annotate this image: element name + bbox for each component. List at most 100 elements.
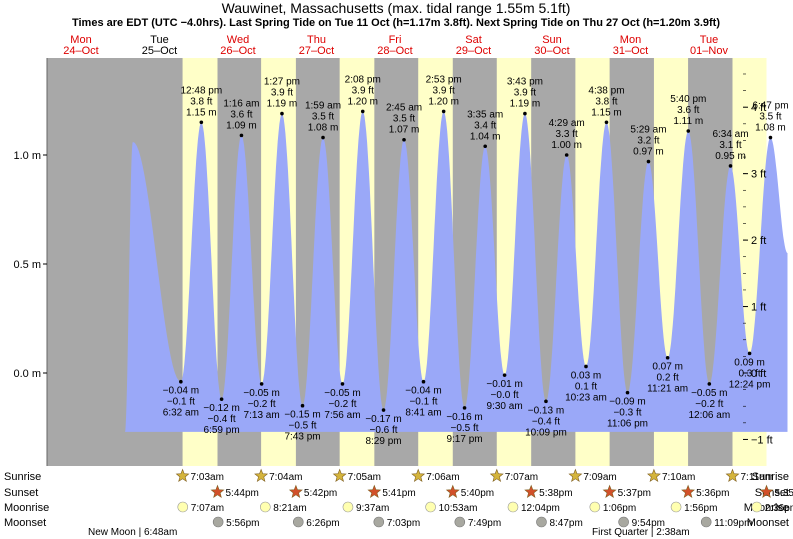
low-tide-point — [300, 403, 305, 408]
high-tide-feet: 3.8 ft — [595, 96, 617, 107]
high-tide-time: 4:29 am — [549, 118, 585, 129]
left-tick-label: 0.5 m — [13, 259, 41, 271]
high-tide-meters: 1.09 m — [226, 120, 257, 131]
high-tide-point — [199, 120, 204, 125]
day-name: Sat — [465, 34, 482, 46]
low-tide-meters: −0.04 m — [163, 386, 199, 397]
moonrise-time: 7:07am — [191, 503, 224, 514]
high-tide-time: 5:29 am — [630, 125, 666, 136]
high-tide-meters: 1.11 m — [673, 116, 703, 127]
day-date: 01–Nov — [690, 45, 728, 57]
moonset-time: 7:03pm — [387, 518, 420, 529]
day-date: 31–Oct — [613, 45, 648, 57]
sunrise-icon — [254, 468, 269, 482]
high-tide-time: 2:45 am — [386, 103, 422, 114]
low-tide-feet: −0.2 ft — [695, 399, 723, 410]
low-tide-time: 8:29 pm — [365, 436, 401, 447]
high-tide-feet: 3.5 ft — [312, 112, 334, 123]
high-tide-point — [321, 135, 325, 140]
sunset-time: 5:35pm — [775, 488, 793, 499]
high-tide-time: 2:53 pm — [426, 74, 462, 85]
low-tide-meters: −0.17 m — [365, 414, 401, 425]
day-name: Fri — [389, 34, 402, 46]
footer-row-label-left: Moonset — [4, 517, 46, 529]
day-date: 26–Oct — [220, 45, 255, 57]
sunrise-time: 7:06am — [426, 472, 459, 483]
chart-title: Wauwinet, Massachusetts (max. tidal rang… — [222, 0, 571, 16]
high-tide-feet: 3.5 ft — [759, 112, 781, 123]
sunrise-time: 7:11am — [740, 472, 773, 483]
moonset-time: 11:09pm — [714, 518, 752, 529]
high-tide-feet: 3.9 ft — [433, 85, 455, 96]
low-tide-feet: 0.3 ft — [738, 368, 760, 379]
sunset-icon — [367, 484, 382, 498]
high-tide-point — [523, 111, 527, 116]
moonrise-time: 10:53am — [439, 503, 478, 514]
low-tide-time: 8:41 am — [405, 408, 441, 419]
sunset-icon — [210, 484, 225, 498]
high-tide-time: 6:34 am — [712, 129, 748, 140]
high-tide-point — [280, 111, 284, 116]
moonrise-time: 8:21am — [273, 503, 306, 514]
high-tide-time: 12:48 pm — [180, 85, 222, 96]
high-tide-meters: 1.04 m — [470, 131, 501, 142]
high-tide-meters: 1.20 m — [347, 96, 378, 107]
sunrise-time: 7:04am — [269, 472, 302, 483]
moonset-icon — [536, 516, 547, 528]
moonset-icon — [618, 516, 629, 528]
low-tide-point — [462, 406, 467, 410]
low-tide-meters: 0.07 m — [652, 362, 683, 373]
sunset-time: 5:38pm — [539, 488, 572, 499]
low-tide-point — [259, 382, 264, 386]
low-tide-meters: −0.01 m — [486, 379, 522, 390]
low-tide-point — [544, 399, 548, 404]
low-tide-feet: −0.2 ft — [328, 399, 356, 410]
footer-row-label-left: Sunset — [4, 487, 38, 499]
sunset-time: 5:36pm — [696, 488, 729, 499]
low-tide-point — [219, 397, 224, 401]
low-tide-meters: 0.03 m — [571, 370, 602, 381]
footer-row-label-right: Moonset — [747, 517, 789, 529]
high-tide-time: 4:38 pm — [588, 85, 624, 96]
first-quarter-note: First Quarter | 2:38am — [592, 527, 690, 538]
sunset-time: 5:37pm — [618, 488, 651, 499]
day-date: 25–Oct — [142, 45, 177, 57]
day-name: Thu — [307, 34, 326, 46]
high-tide-feet: 3.3 ft — [556, 129, 578, 140]
tide-curve-area — [124, 111, 788, 432]
high-tide-point — [768, 135, 773, 140]
moonrise-icon — [670, 501, 682, 513]
day-name: Mon — [70, 34, 91, 46]
tide-area — [124, 111, 788, 432]
low-tide-time: 11:21 am — [647, 384, 688, 395]
low-tide-time: 10:09 pm — [525, 427, 567, 438]
footer-row-label-left: Moonrise — [4, 502, 49, 514]
moonrise-time: 1:06pm — [603, 503, 636, 514]
low-tide-feet: −0.1 ft — [167, 397, 195, 408]
moonrise-time: 12:04pm — [521, 503, 560, 514]
high-tide-point — [728, 164, 733, 168]
day-name: Wed — [227, 34, 249, 46]
low-tide-time: 10:23 am — [565, 392, 607, 403]
low-tide-feet: −0.0 ft — [491, 390, 519, 401]
moonrise-time: 9:37am — [356, 503, 389, 514]
day-date: 29–Oct — [456, 45, 491, 57]
moonset-time: 8:47pm — [549, 518, 582, 529]
low-tide-feet: −0.3 ft — [613, 408, 641, 419]
footer-row-label-right: Sunrise — [752, 471, 789, 483]
low-tide-meters: −0.16 m — [446, 412, 482, 423]
day-date: 24–Oct — [63, 45, 98, 57]
low-tide-time: 6:32 am — [163, 408, 199, 419]
low-tide-feet: −0.1 ft — [409, 397, 437, 408]
high-tide-meters: 1.15 m — [591, 107, 622, 118]
low-tide-feet: 0.2 ft — [657, 373, 679, 384]
high-tide-feet: 3.5 ft — [393, 114, 415, 125]
sunset-icon — [759, 484, 774, 498]
new-moon-note: New Moon | 6:48am — [88, 527, 177, 538]
sunrise-time: 7:03am — [191, 472, 224, 483]
sunset-icon — [288, 484, 303, 498]
low-tide-feet: −0.2 ft — [248, 399, 276, 410]
chart-subtitle: Times are EDT (UTC −4.0hrs). Last Spring… — [72, 17, 720, 29]
